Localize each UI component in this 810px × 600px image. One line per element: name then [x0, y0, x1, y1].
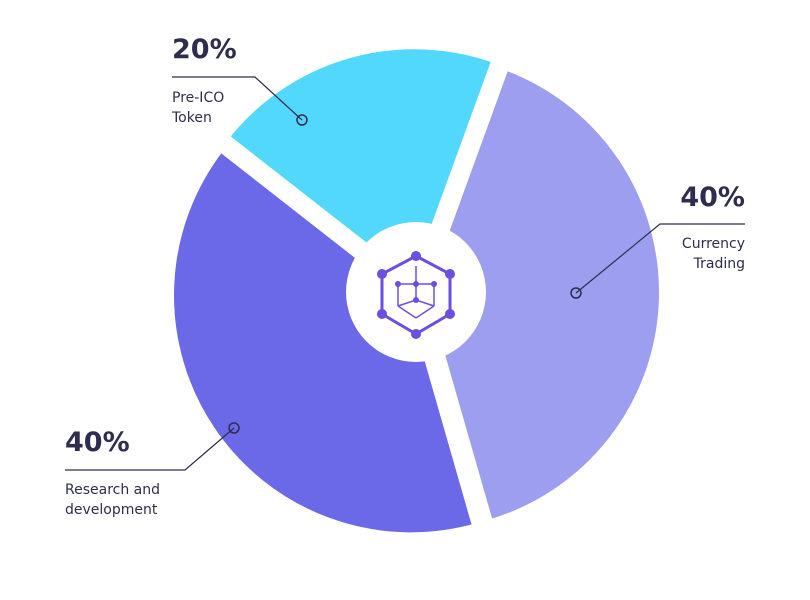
category-label: Currency Trading [681, 236, 745, 272]
center-icon [377, 251, 455, 339]
category-label: Research and development [65, 482, 161, 518]
category-label: Pre-ICO Token [172, 90, 225, 126]
pie-slice [164, 139, 484, 543]
leader-line [65, 427, 235, 471]
leader-line [172, 76, 303, 121]
value-label: 20% [172, 34, 237, 65]
leader-dot [228, 422, 240, 434]
leader-line [575, 223, 745, 294]
leader-dot [296, 114, 308, 126]
pie-slice [416, 58, 669, 532]
value-label: 40% [680, 182, 745, 213]
leader-dot [570, 287, 582, 299]
value-label: 40% [65, 427, 130, 458]
